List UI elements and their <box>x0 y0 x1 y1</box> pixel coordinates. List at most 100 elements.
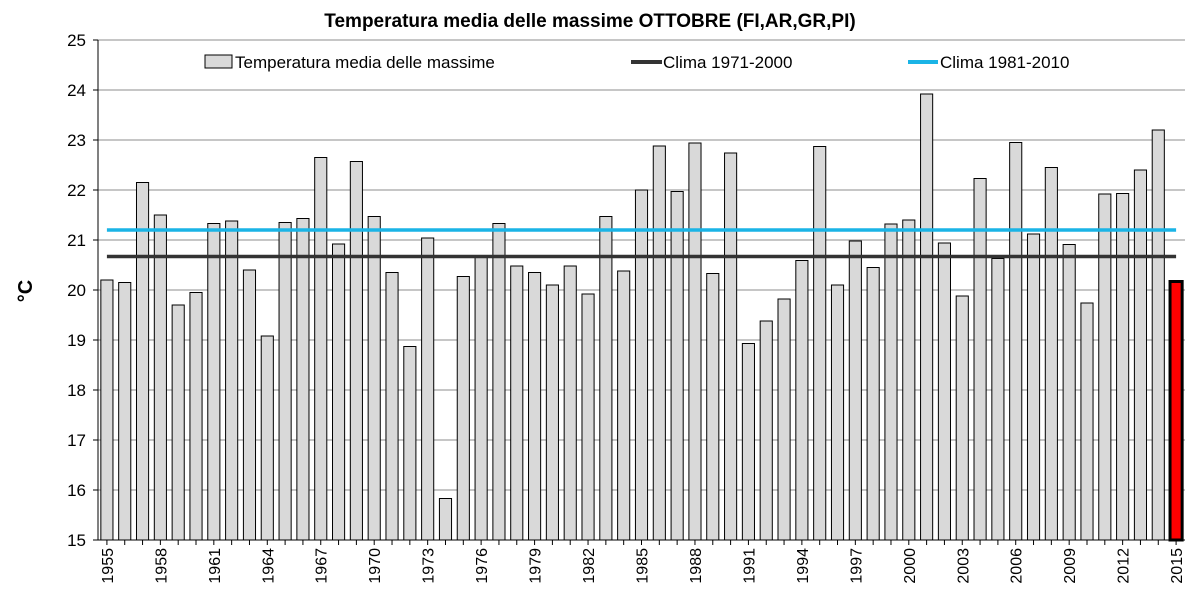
bar-2011 <box>1098 193 1112 541</box>
x-tick-label: 1985 <box>635 548 652 584</box>
x-tick-label: 1955 <box>100 548 117 584</box>
bar-1990 <box>724 152 738 541</box>
bar-1960 <box>189 292 203 541</box>
x-tick-label: 1997 <box>848 548 865 584</box>
x-tick-label: 1964 <box>260 548 277 584</box>
y-tick-label: 24 <box>67 81 86 100</box>
bar-2009 <box>1062 244 1076 541</box>
bar-2004 <box>973 178 987 541</box>
x-tick-label: 1979 <box>528 548 545 584</box>
bar-1987 <box>670 191 684 541</box>
x-tick-label: 1982 <box>581 548 598 584</box>
y-tick-label: 25 <box>67 31 86 50</box>
bar-2010 <box>1080 302 1094 541</box>
bar-1984 <box>617 270 631 541</box>
x-tick-label: 1994 <box>795 548 812 584</box>
y-tick-label: 20 <box>67 281 86 300</box>
y-tick-label: 15 <box>67 531 86 550</box>
x-tick-label: 1988 <box>688 548 705 584</box>
bar-1967 <box>314 157 328 541</box>
x-tick-label: 2000 <box>902 548 919 584</box>
bar-1982 <box>581 293 595 541</box>
bar-1962 <box>225 220 239 541</box>
bar-1997 <box>848 240 862 541</box>
bar-1970 <box>367 216 381 541</box>
x-tick-label: 1958 <box>153 548 170 584</box>
chart-title: Temperatura media delle massime OTTOBRE … <box>324 11 855 32</box>
bar-1983 <box>599 216 613 541</box>
bar-2003 <box>955 295 969 541</box>
y-tick-label: 21 <box>67 231 86 250</box>
bar-1955 <box>100 279 114 541</box>
bar-1956 <box>118 282 132 541</box>
y-tick-label: 19 <box>67 331 86 350</box>
bar-1963 <box>242 269 257 541</box>
bar-1988 <box>688 142 702 541</box>
bar-1986 <box>652 145 666 541</box>
x-tick-label: 2015 <box>1169 548 1186 584</box>
bar-2012 <box>1116 193 1130 541</box>
x-tick-label: 2006 <box>1009 548 1026 584</box>
bar-2005 <box>991 258 1005 541</box>
bar-1964 <box>260 335 274 541</box>
bar-1968 <box>332 243 346 541</box>
bar-1972 <box>403 346 417 541</box>
bar-1991 <box>741 343 755 541</box>
bar-1981 <box>563 265 577 541</box>
bar-1965 <box>278 222 292 541</box>
bar-1989 <box>706 273 720 541</box>
x-tick-label: 1970 <box>367 548 384 584</box>
bar-1998 <box>866 267 880 541</box>
bar-1974 <box>438 498 453 541</box>
y-tick-label: 17 <box>67 431 86 450</box>
bar-1976 <box>474 255 488 541</box>
y-tick-label: 16 <box>67 481 86 500</box>
bar-1996 <box>830 284 845 541</box>
bar-1961 <box>207 223 221 541</box>
bar-1985 <box>634 189 649 541</box>
x-tick-label: 1961 <box>207 548 224 584</box>
legend-swatch-bars <box>204 54 233 69</box>
bar-2013 <box>1133 169 1148 541</box>
bar-2001 <box>920 93 934 541</box>
bar-1971 <box>385 272 399 541</box>
bar-2002 <box>937 242 951 541</box>
y-tick-label: 22 <box>67 181 86 200</box>
bar-1980 <box>545 284 559 541</box>
bar-1975 <box>456 276 470 541</box>
x-tick-label: 1967 <box>314 548 331 584</box>
legend-label-clima-1981-2010: Clima 1981-2010 <box>940 53 1069 72</box>
legend: Temperatura media delle massime Clima 19… <box>204 53 1069 72</box>
bar-1995 <box>813 146 827 541</box>
bar-2006 <box>1009 142 1023 541</box>
legend-label-clima-1971-2000: Clima 1971-2000 <box>663 53 792 72</box>
y-axis-label: °C <box>15 280 37 302</box>
bar-2008 <box>1044 167 1058 541</box>
bar-1973 <box>421 237 435 541</box>
plot-area: 15 16 17 18 19 20 21 22 23 24 25 1955 1958 1961 1964 19… <box>67 31 1186 584</box>
x-tick-label: 1973 <box>421 548 438 584</box>
bar-2007 <box>1026 233 1041 541</box>
y-tick-label: 18 <box>67 381 86 400</box>
bar-1978 <box>510 265 524 541</box>
bar-1977 <box>492 223 506 541</box>
bar-2000 <box>902 219 916 541</box>
bar-1959 <box>171 304 185 541</box>
bar-1999 <box>884 223 898 541</box>
x-tick-label: 2009 <box>1062 548 1079 584</box>
bar-2015-highlight <box>1168 280 1184 542</box>
legend-label-bars: Temperatura media delle massime <box>235 53 495 72</box>
x-tick-label: 2003 <box>955 548 972 584</box>
y-tick-label: 23 <box>67 131 86 150</box>
bar-1969 <box>349 161 363 541</box>
bar-1958 <box>153 214 167 541</box>
bar-1992 <box>759 320 773 541</box>
x-tick-label: 1976 <box>474 548 491 584</box>
x-tick-label: 2012 <box>1116 548 1133 584</box>
bar-1993 <box>777 298 791 541</box>
x-tick-label: 1991 <box>741 548 758 584</box>
bar-1994 <box>795 260 809 541</box>
bar-1966 <box>296 218 310 541</box>
bar-2014 <box>1151 129 1165 541</box>
